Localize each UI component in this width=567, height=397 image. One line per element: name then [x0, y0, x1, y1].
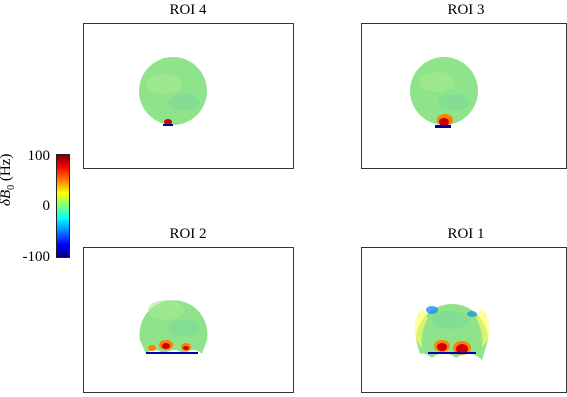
texture: [168, 320, 200, 336]
fieldmap-roi2: [139, 300, 208, 354]
coldspot: [467, 311, 477, 317]
colorbar-tick-min: -100: [22, 249, 51, 265]
coldspot: [146, 352, 198, 354]
fieldmap-roi4: [139, 57, 207, 126]
texture: [168, 94, 200, 110]
panel-title-roi2: ROI 2: [169, 226, 207, 242]
edge-gradient: [414, 308, 428, 348]
panel-title-roi4: ROI 4: [169, 2, 207, 18]
hotspot: [162, 343, 170, 349]
panel-title-roi3: ROI 3: [447, 2, 485, 18]
panel-title-roi1: ROI 1: [447, 226, 485, 242]
coldspot: [428, 352, 476, 354]
fieldmap-roi3: [410, 57, 478, 128]
hotspot: [437, 343, 447, 351]
texture: [432, 311, 468, 329]
warmspot: [148, 345, 156, 351]
panel-roi2: [83, 247, 294, 393]
hotspot: [456, 344, 468, 354]
panel-roi3: [361, 23, 567, 169]
colorbar-label-sub: 0: [6, 184, 17, 190]
coldspot: [426, 306, 438, 314]
colorbar-tick-max: 100: [27, 148, 51, 164]
edge-gradient: [476, 308, 490, 348]
texture: [438, 94, 470, 110]
texture: [419, 72, 455, 92]
texture: [148, 300, 184, 320]
coldspot: [435, 125, 451, 128]
coldspot: [163, 124, 173, 126]
hotspot: [439, 118, 449, 126]
colorbar-tick-zero: 0: [42, 198, 51, 214]
hotspot: [183, 346, 189, 350]
colorbar: [56, 154, 70, 258]
texture: [146, 74, 182, 94]
fieldmap-roi1: [414, 304, 490, 360]
panel-roi1: [361, 247, 567, 393]
panel-roi4: [83, 23, 294, 169]
hotspot: [164, 119, 172, 125]
